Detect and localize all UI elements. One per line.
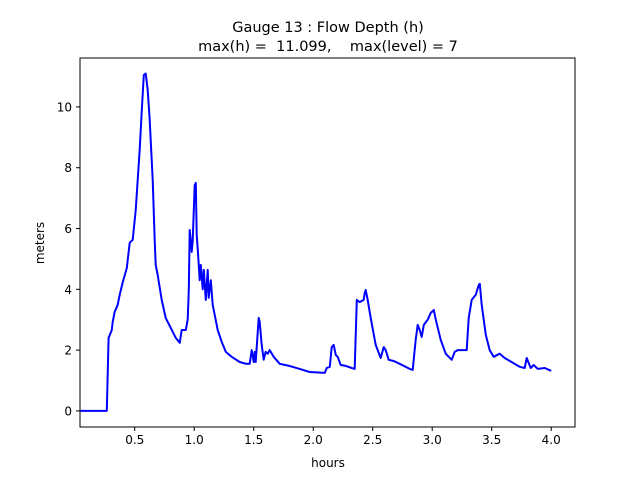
- y-tick-label: 6: [64, 222, 72, 236]
- x-tick-label: 1.5: [244, 433, 263, 447]
- y-tick-label: 8: [64, 161, 72, 175]
- axes-frame: [79, 57, 576, 428]
- x-tick-label: 3.5: [482, 433, 501, 447]
- x-tick-label: 0.5: [125, 433, 144, 447]
- y-axis-label: meters: [33, 222, 47, 264]
- x-axis-label: hours: [311, 456, 345, 470]
- x-tick-label: 2.5: [363, 433, 382, 447]
- x-tick-label: 4.0: [542, 433, 561, 447]
- y-axis: 0 2 4 6 8 10: [57, 100, 80, 418]
- y-tick-label: 10: [57, 100, 72, 114]
- x-tick-label: 2.0: [304, 433, 323, 447]
- chart-title: Gauge 13 : Flow Depth (h): [232, 20, 424, 36]
- y-tick-label: 2: [64, 344, 72, 358]
- y-tick-label: 4: [64, 283, 72, 297]
- y-tick-label: 0: [64, 404, 72, 418]
- chart-subtitle: max(h) = 11.099, max(level) = 7: [198, 39, 458, 55]
- x-tick-label: 3.0: [423, 433, 442, 447]
- x-tick-label: 1.0: [185, 433, 204, 447]
- plot-area: [80, 72, 552, 412]
- x-axis: 0.5 1.0 1.5 2.0 2.5 3.0 3.5 4.0: [125, 427, 561, 447]
- series-line-h: [80, 72, 552, 412]
